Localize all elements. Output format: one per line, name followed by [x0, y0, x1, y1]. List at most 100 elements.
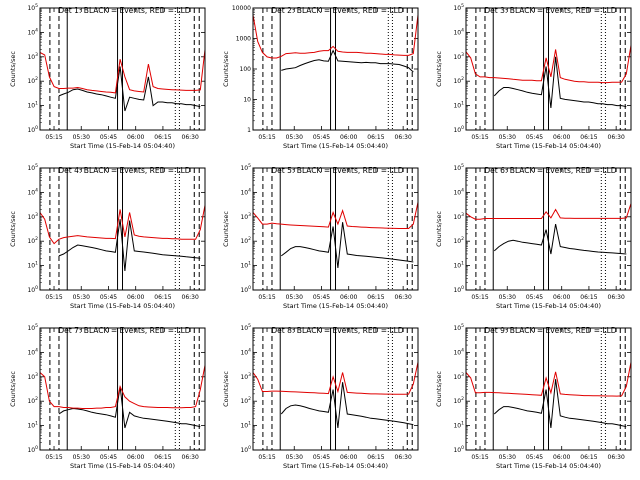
- x-axis-label: Start Time (15-Feb-14 05:04:40): [283, 302, 388, 310]
- x-tick-label: 05:30: [73, 294, 90, 301]
- chart-panel: Det 2: BLACK = Events, RED = LLD Counts/s…: [222, 5, 419, 150]
- x-tick-label: 06:00: [340, 294, 357, 301]
- x-tick-label: 06:30: [182, 134, 199, 141]
- y-tick-label: 102: [240, 236, 251, 245]
- x-tick-label: 05:30: [286, 294, 303, 301]
- y-tick-label: 101: [27, 101, 38, 110]
- x-tick-label: 05:45: [526, 134, 543, 141]
- panel-title: Det 3: BLACK = Events, RED = LLD: [484, 6, 616, 15]
- chart-panel: Det 6: BLACK = Events, RED = LLD Counts/s…: [435, 163, 632, 310]
- lld-series-line: [465, 362, 632, 397]
- events-series-line: [493, 223, 627, 255]
- x-axis-label: Start Time (15-Feb-14 05:04:40): [283, 462, 388, 470]
- y-tick-label: 10: [243, 97, 251, 104]
- y-tick-label: 100: [27, 445, 38, 454]
- panel-title: Det 9: BLACK = Events, RED = LLD: [484, 326, 616, 335]
- y-tick-label: 103: [240, 212, 251, 221]
- y-tick-label: 103: [453, 212, 464, 221]
- y-axis-label: Counts/sec: [9, 211, 17, 247]
- y-tick-label: 100: [453, 125, 464, 134]
- lld-series-line: [465, 45, 632, 84]
- x-tick-label: 06:15: [580, 134, 597, 141]
- events-series-line: [58, 386, 201, 429]
- x-tick-label: 06:15: [154, 454, 171, 461]
- x-tick-label: 05:15: [471, 134, 488, 141]
- y-tick-label: 100: [240, 66, 252, 73]
- x-tick-label: 06:00: [553, 454, 570, 461]
- events-series-line: [493, 56, 627, 109]
- y-tick-label: 100: [453, 285, 464, 294]
- y-tick-label: 105: [27, 323, 38, 332]
- events-series-line: [281, 49, 414, 73]
- x-tick-label: 05:45: [313, 454, 330, 461]
- x-tick-label: 05:30: [499, 294, 516, 301]
- y-tick-label: 102: [27, 76, 38, 85]
- x-tick-label: 05:45: [100, 454, 117, 461]
- x-tick-label: 06:00: [340, 454, 357, 461]
- y-tick-label: 103: [453, 372, 464, 381]
- y-tick-label: 105: [27, 163, 38, 172]
- chart-panel: Det 5: BLACK = Events, RED = LLD Counts/s…: [222, 163, 419, 310]
- x-axis-label: Start Time (15-Feb-14 05:04:40): [496, 142, 601, 150]
- x-tick-label: 06:15: [580, 454, 597, 461]
- panel-title: Det 4: BLACK = Events, RED = LLD: [58, 166, 190, 175]
- x-tick-label: 06:15: [580, 294, 597, 301]
- plot-frame: [465, 327, 632, 451]
- x-tick-label: 05:45: [313, 134, 330, 141]
- chart-panel: Det 7: BLACK = Events, RED = LLD Counts/s…: [9, 323, 206, 470]
- y-tick-label: 104: [27, 347, 38, 356]
- y-tick-label: 104: [453, 347, 464, 356]
- x-tick-label: 06:15: [154, 294, 171, 301]
- x-tick-label: 06:15: [367, 134, 384, 141]
- x-tick-label: 05:15: [258, 454, 275, 461]
- x-tick-label: 06:30: [182, 294, 199, 301]
- y-tick-label: 104: [240, 187, 251, 196]
- y-tick-label: 1: [247, 127, 251, 134]
- x-axis-label: Start Time (15-Feb-14 05:04:40): [70, 302, 175, 310]
- x-tick-label: 05:30: [499, 134, 516, 141]
- x-tick-label: 06:00: [340, 134, 357, 141]
- chart-panel: Det 9: BLACK = Events, RED = LLD Counts/s…: [435, 323, 632, 470]
- y-axis-label: Counts/sec: [222, 51, 230, 87]
- x-tick-label: 06:30: [608, 294, 625, 301]
- lld-series-line: [39, 365, 206, 409]
- lld-series-line: [252, 361, 419, 395]
- y-tick-label: 105: [453, 3, 464, 12]
- y-tick-label: 100: [27, 285, 38, 294]
- panel-title: Det 7: BLACK = Events, RED = LLD: [58, 326, 190, 335]
- x-tick-label: 06:15: [367, 294, 384, 301]
- chart-panel: Det 1: BLACK = Events, RED = LLD Counts/s…: [9, 3, 206, 150]
- x-axis-label: Start Time (15-Feb-14 05:04:40): [70, 142, 175, 150]
- y-tick-label: 104: [27, 187, 38, 196]
- x-axis-label: Start Time (15-Feb-14 05:04:40): [496, 462, 601, 470]
- events-series-line: [58, 219, 201, 272]
- y-tick-label: 102: [27, 236, 38, 245]
- x-tick-label: 06:30: [395, 134, 412, 141]
- x-tick-label: 06:30: [182, 454, 199, 461]
- plot-frame: [39, 167, 206, 291]
- x-tick-label: 06:15: [367, 454, 384, 461]
- y-tick-label: 101: [240, 421, 251, 430]
- x-tick-label: 05:30: [73, 454, 90, 461]
- x-axis-label: Start Time (15-Feb-14 05:04:40): [496, 302, 601, 310]
- y-tick-label: 103: [27, 52, 38, 61]
- x-tick-label: 06:30: [608, 134, 625, 141]
- x-tick-label: 05:45: [100, 134, 117, 141]
- y-axis-label: Counts/sec: [435, 211, 443, 247]
- y-tick-label: 101: [453, 101, 464, 110]
- y-tick-label: 101: [453, 261, 464, 270]
- y-axis-label: Counts/sec: [435, 371, 443, 407]
- x-tick-label: 05:45: [526, 294, 543, 301]
- panel-title: Det 1: BLACK = Events, RED = LLD: [58, 6, 190, 15]
- plot-frame: [39, 327, 206, 451]
- chart-panel: Det 4: BLACK = Events, RED = LLD Counts/s…: [9, 163, 206, 310]
- y-tick-label: 102: [27, 396, 38, 405]
- y-tick-label: 100: [453, 445, 464, 454]
- plot-frame: [465, 7, 632, 131]
- y-tick-label: 102: [453, 76, 464, 85]
- events-series-line: [280, 222, 414, 269]
- y-tick-label: 100: [27, 125, 38, 134]
- x-tick-label: 06:00: [127, 454, 144, 461]
- y-tick-label: 100: [240, 445, 251, 454]
